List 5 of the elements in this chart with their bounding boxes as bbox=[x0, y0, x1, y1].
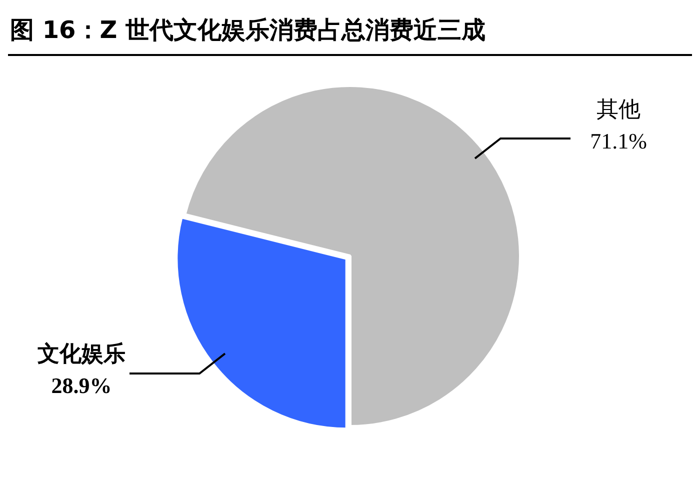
slice-label: 其他 bbox=[596, 96, 641, 122]
slice-label: 文化娱乐 bbox=[36, 341, 126, 366]
data-label: 71.1% bbox=[590, 128, 647, 154]
data-label: 28.9% bbox=[51, 373, 112, 398]
chart-title: 图 16：Z 世代文化娱乐消费占总消费近三成 bbox=[8, 8, 692, 56]
